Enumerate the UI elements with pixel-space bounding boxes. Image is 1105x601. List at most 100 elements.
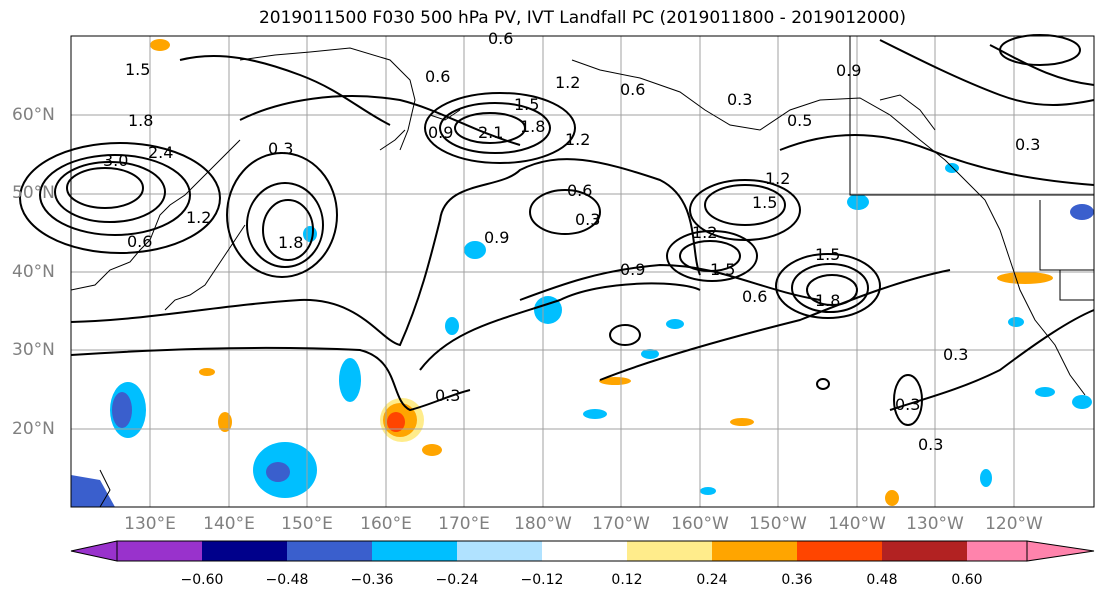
shade-orange-37N-125W <box>997 272 1053 284</box>
contour-label: 1.2 <box>186 208 211 227</box>
lat-label: 50°N <box>12 183 55 203</box>
contour-label: 1.2 <box>555 73 580 92</box>
shade-blue-33N-128W <box>1008 317 1024 327</box>
colorbar-segment <box>117 541 202 561</box>
contour-label: 0.9 <box>836 61 861 80</box>
colorbar-segment <box>372 541 457 561</box>
shade-orange-68N-140E <box>150 39 170 51</box>
contour-label: 0.3 <box>268 139 293 158</box>
contour-label: 1.2 <box>565 130 590 149</box>
shade-blue-48N-145W <box>847 194 869 210</box>
lon-label: 160°E <box>360 514 412 534</box>
shade-blue-15N-132W <box>980 469 992 487</box>
lat-label: 30°N <box>12 340 55 360</box>
colorbar-extend-low <box>70 540 118 562</box>
colorbar-segment <box>882 541 967 561</box>
contour-label: 0.3 <box>1015 135 1040 154</box>
pv-contours <box>19 34 1095 426</box>
colorbar-tick-label: −0.12 <box>520 572 564 588</box>
shade-blue-33N-166E <box>445 317 459 335</box>
contour-label: 1.2 <box>692 223 717 242</box>
colorbar-tick-label: −0.48 <box>265 572 309 588</box>
colorbar-extend-high <box>1026 540 1095 562</box>
colorbar-tick-label: 0.24 <box>696 572 728 588</box>
lon-label: 150°W <box>749 514 807 534</box>
lon-label: 140°W <box>828 514 886 534</box>
contour-label: 0.6 <box>425 67 450 86</box>
shade-orange-27N-168W <box>599 377 631 385</box>
contour-label: 3.0 <box>103 151 128 170</box>
lon-label: 120°W <box>985 514 1043 534</box>
contour-label: 1.5 <box>514 95 539 114</box>
contour-label: 0.9 <box>428 123 453 142</box>
lon-label: 180°W <box>514 514 572 534</box>
colorbar-segment <box>202 541 287 561</box>
contour-label: 0.3 <box>895 395 920 414</box>
colorbar-tick-label: 0.60 <box>951 572 983 588</box>
coastlines <box>70 36 1094 508</box>
colorbar-segment <box>967 541 1027 561</box>
colorbar-tick-label: −0.60 <box>180 572 224 588</box>
contour-label: 0.6 <box>567 181 592 200</box>
colorbar <box>70 540 1095 562</box>
shade-blue-35N-175W <box>534 296 562 324</box>
colorbar-segment <box>627 541 712 561</box>
shade-blue-22N-125W <box>1035 387 1055 397</box>
contour-label: 0.5 <box>787 111 812 130</box>
colorbar-segment <box>542 541 627 561</box>
colorbar-segment <box>797 541 882 561</box>
shade-orange-18N-165E <box>422 444 442 456</box>
contour-label: 1.5 <box>710 260 735 279</box>
contour-label: 1.8 <box>128 111 153 130</box>
shade-blue-45N-150E <box>303 226 317 242</box>
lon-label: 130°W <box>906 514 964 534</box>
lat-label: 20°N <box>12 419 55 439</box>
contour-label: 2.4 <box>148 143 173 162</box>
lon-label: 130°E <box>124 514 176 534</box>
shade-blue-42N-172E <box>464 241 486 259</box>
contour-label: 0.6 <box>127 232 152 251</box>
shade-red-22N-160E <box>387 412 405 432</box>
contour-label: 0.3 <box>727 90 752 109</box>
contour-label: 0.9 <box>484 228 509 247</box>
contour-label: 0.6 <box>742 287 767 306</box>
shade-blue-47N-120W <box>1070 204 1094 220</box>
contour-label: 1.8 <box>520 117 545 136</box>
lon-label: 170°E <box>438 514 490 534</box>
shade-orange-22N-155W <box>730 418 754 426</box>
contour-label: 1.8 <box>278 233 303 252</box>
contour-label: 0.3 <box>575 210 600 229</box>
colorbar-tick-label: −0.36 <box>350 572 394 588</box>
contour-label: 1.5 <box>815 245 840 264</box>
shade-blue-13N-155W <box>700 487 716 495</box>
map-panel: 0.6 1.5 0.6 1.2 0.6 0.3 0.9 2.1 1.8 1.5 … <box>19 29 1095 508</box>
figure-title: 2019011500 F030 500 hPa PV, IVT Landfall… <box>258 8 906 28</box>
shade-blue-23N-178W <box>583 409 607 419</box>
colorbar-tick-label: 0.12 <box>611 572 643 588</box>
shade-blue-31N-160W <box>641 349 659 359</box>
lon-label: 140°E <box>203 514 255 534</box>
lon-label: 170°W <box>592 514 650 534</box>
contour-label: 0.3 <box>918 435 943 454</box>
contour-label: 0.3 <box>943 345 968 364</box>
contour-label: 1.2 <box>765 169 790 188</box>
shade-blue-30N-168E <box>339 358 361 402</box>
contour-label: 0.3 <box>435 386 460 405</box>
shade-blue-33N-165W <box>666 319 684 329</box>
shade-darkblue-15N-150E <box>266 462 290 482</box>
colorbar-segment <box>712 541 797 561</box>
shade-darkblue-20N-130E <box>112 392 132 428</box>
shade-orange-29N-137E <box>199 368 215 376</box>
lat-label: 60°N <box>12 105 55 125</box>
contour-label: 1.5 <box>125 60 150 79</box>
lat-label: 40°N <box>12 262 55 282</box>
contour-label: 0.6 <box>488 29 513 48</box>
contour-labels: 0.6 1.5 0.6 1.2 0.6 0.3 0.9 2.1 1.8 1.5 … <box>103 29 1040 454</box>
contour-label: 2.1 <box>478 123 503 142</box>
contour-label: 0.6 <box>620 80 645 99</box>
colorbar-tick-label: −0.24 <box>435 572 479 588</box>
lon-label: 150°E <box>281 514 333 534</box>
colorbar-segment <box>287 541 372 561</box>
contour-label: 1.5 <box>752 193 777 212</box>
